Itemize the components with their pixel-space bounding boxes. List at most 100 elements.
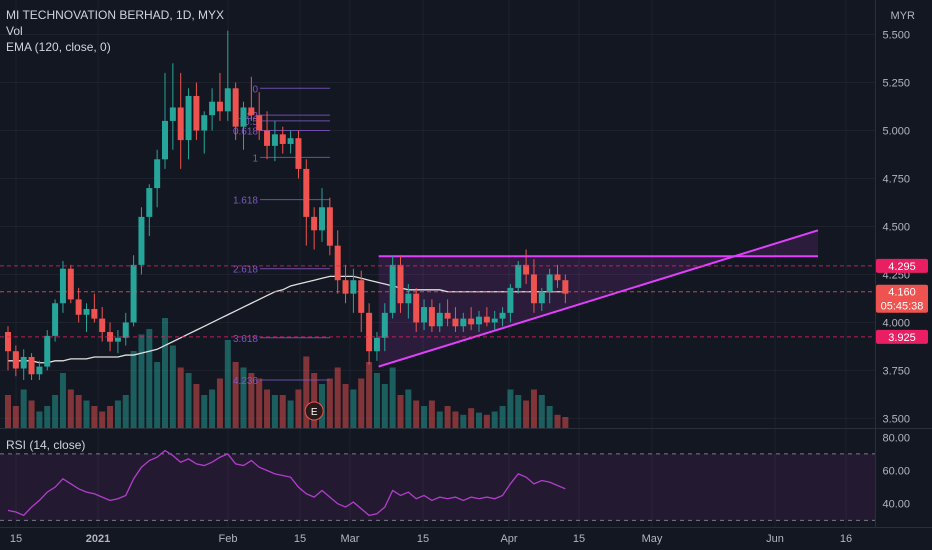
candle (499, 307, 506, 327)
candle (216, 72, 223, 121)
candle-body (538, 291, 545, 304)
candle-body (319, 207, 325, 231)
candle (562, 274, 569, 304)
fib-level-label: 0 (252, 84, 258, 95)
candle-body (177, 107, 184, 141)
candle-body (240, 107, 247, 127)
chart-title: MI TECHNOVATION BERHAD, 1D, MYX (6, 8, 225, 22)
volume-bar (366, 362, 373, 428)
candle (554, 264, 561, 288)
candle (491, 310, 498, 331)
candle (232, 82, 239, 141)
support-trendline (378, 229, 819, 368)
price-tick-label: 4.500 (882, 221, 910, 233)
candle-body (523, 264, 530, 275)
candle-body (358, 280, 365, 313)
volume-bar (373, 373, 380, 428)
candle (421, 299, 428, 331)
candle (59, 261, 66, 313)
candle (287, 130, 294, 154)
candle (523, 249, 530, 285)
time-tick-label: May (642, 533, 663, 545)
volume-bar (75, 395, 82, 428)
candle (256, 92, 263, 141)
candle-body (264, 130, 271, 146)
candle (91, 293, 98, 323)
volume-bar (154, 362, 161, 428)
candle (201, 111, 208, 154)
volume-bar (114, 400, 121, 428)
candle-body (146, 188, 153, 217)
time-tick-label: Apr (500, 533, 517, 545)
volume-bar (476, 412, 482, 428)
candle-body (28, 356, 35, 375)
volume-bar (52, 395, 59, 428)
candle (483, 307, 490, 327)
volume-bar (169, 345, 176, 428)
volume-bar (334, 367, 341, 428)
candle-body (303, 168, 310, 217)
candle-body (20, 356, 27, 369)
volume-bar (428, 400, 435, 428)
candle (264, 111, 271, 160)
candle-body (130, 264, 137, 323)
candle-body (350, 280, 357, 294)
volume-bar (177, 367, 184, 428)
candle-body (468, 318, 475, 325)
candle-body (52, 303, 59, 336)
candle-body (12, 351, 19, 369)
candle (468, 307, 475, 331)
candle (162, 72, 168, 169)
price-tick-label: 5.250 (882, 78, 910, 90)
candle-body (193, 95, 200, 131)
volume-bar (444, 406, 451, 428)
fib-level-label: 0.5 (244, 117, 258, 128)
candle-body (99, 318, 106, 333)
candle-body (530, 274, 537, 304)
candle-body (311, 216, 318, 231)
volume-bar (91, 406, 98, 428)
candle-body (169, 107, 176, 121)
price-tick-label: 5.500 (882, 30, 910, 42)
candle-body (334, 245, 341, 281)
volume-bar (562, 417, 569, 428)
volume-bar (67, 389, 74, 428)
volume-bar (303, 356, 310, 428)
time-tick-label: Feb (219, 533, 238, 545)
candle-body (405, 293, 412, 304)
volume-bar (5, 395, 11, 428)
candle-body (216, 101, 223, 112)
candle (358, 270, 365, 333)
volume-bar (554, 414, 561, 428)
price-tick-label: 3.750 (882, 365, 910, 377)
volume-bar (499, 406, 506, 428)
candle-body (91, 309, 98, 319)
candle (12, 345, 19, 377)
candle-body (44, 335, 51, 367)
volume-bar (507, 389, 514, 428)
volume-bar (12, 406, 19, 428)
price-badge-label: 3.925 (888, 332, 916, 344)
volume-bar (138, 334, 145, 428)
candle-body (122, 322, 129, 338)
candle-body (138, 216, 145, 265)
volume-bar (515, 395, 522, 428)
candle-body (114, 337, 121, 342)
volume-bar (397, 395, 404, 428)
candle-body (67, 268, 74, 300)
candle-body (256, 115, 263, 131)
candle (350, 268, 357, 313)
volume-legend: Vol (6, 24, 23, 38)
candle (342, 264, 349, 304)
volume-bar (83, 400, 90, 428)
candle-body (224, 88, 231, 112)
candle-body (36, 366, 43, 375)
volume-bar (468, 408, 475, 428)
candle (169, 63, 176, 150)
candle-body (83, 309, 90, 315)
volume-bar (28, 400, 35, 428)
candle-body (444, 312, 451, 319)
price-badge-label: 4.160 (888, 287, 916, 299)
candle-body (460, 318, 467, 327)
